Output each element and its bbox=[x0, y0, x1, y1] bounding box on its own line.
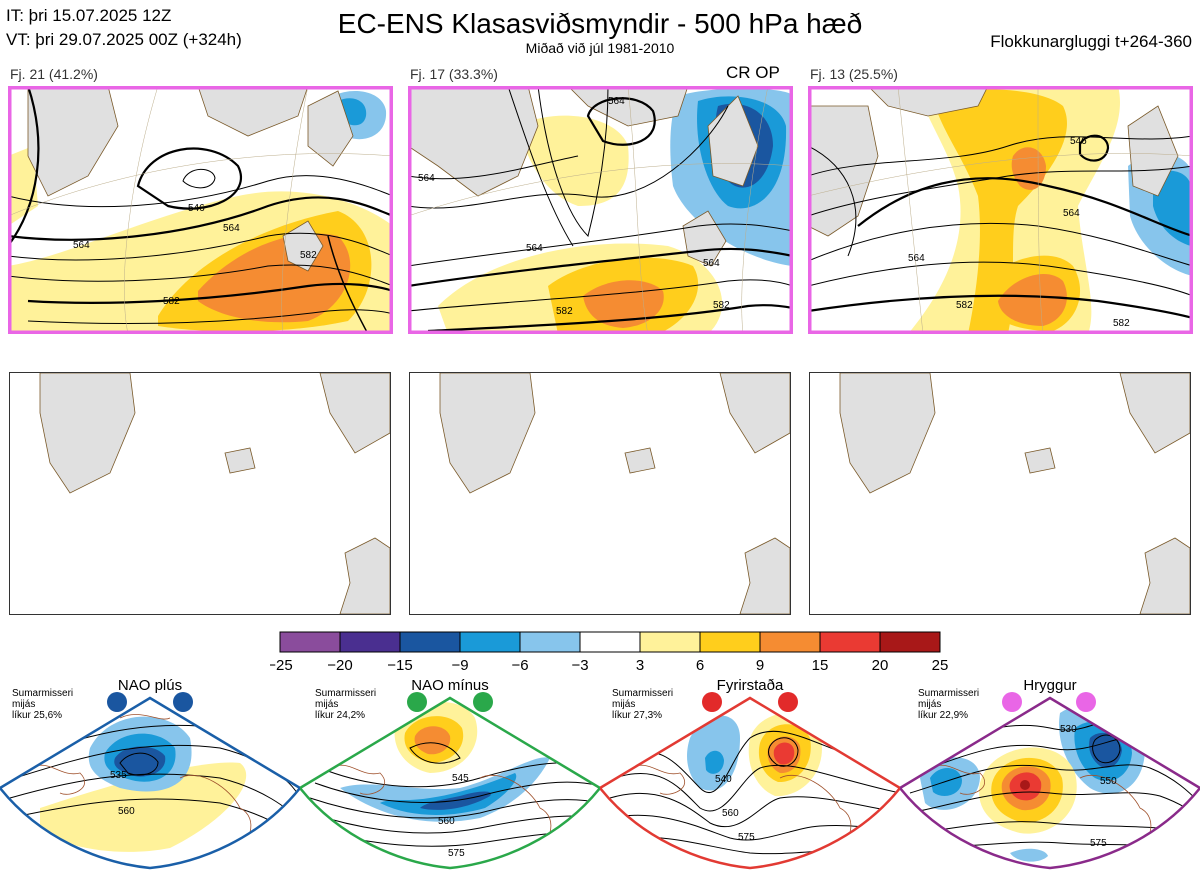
valid-time: VT: þri 29.07.2025 00Z (+324h) bbox=[6, 30, 242, 49]
contour-label: 575 bbox=[448, 848, 465, 859]
legend-swatch bbox=[759, 631, 821, 653]
regime-title: Hryggur bbox=[1023, 678, 1076, 694]
contour-label: 582 bbox=[713, 300, 730, 311]
empty-map-1 bbox=[9, 372, 391, 615]
regime-nao-plus: NAO plús Sumarmisseri mijás líkur 25,6% … bbox=[0, 678, 300, 870]
regime-title: NAO plús bbox=[118, 678, 182, 694]
legend-swatch bbox=[459, 631, 521, 653]
legend-tick-label: −25 bbox=[270, 657, 293, 674]
contour-label: 540 bbox=[715, 774, 732, 785]
contour-label: 582 bbox=[956, 300, 973, 311]
contour-label: 545 bbox=[452, 773, 469, 784]
contour-label: 560 bbox=[118, 806, 135, 817]
contour-label: 582 bbox=[300, 250, 317, 261]
cluster-1-map: 546 564 564 582 582 bbox=[8, 86, 393, 334]
contour-label: 564 bbox=[703, 258, 720, 269]
contour-label: 582 bbox=[163, 296, 180, 307]
regime-season: Sumarmisseri bbox=[612, 688, 673, 699]
regime-probability: líkur 27,3% bbox=[612, 710, 662, 721]
regime-season: Sumarmisseri bbox=[315, 688, 376, 699]
legend-swatch bbox=[699, 631, 761, 653]
scandinavia-land bbox=[1127, 105, 1179, 197]
legend-tick-label: −9 bbox=[451, 657, 468, 674]
legend-tick-label: −3 bbox=[571, 657, 588, 674]
anomaly-negative-mid bbox=[1153, 170, 1191, 246]
legend-tick-label: 25 bbox=[932, 657, 949, 674]
regime-unit: mijás bbox=[918, 699, 941, 710]
regime-blocking: Fyrirstaða Sumarmisseri mijás líkur 27,3… bbox=[600, 678, 900, 870]
anomaly-positive-strong bbox=[583, 280, 664, 328]
regime-nao-minus: NAO mínus Sumarmisseri mijás líkur 24,2%… bbox=[300, 678, 600, 870]
initial-time: IT: þri 15.07.2025 12Z bbox=[6, 6, 172, 25]
contour-label: 564 bbox=[526, 243, 543, 254]
cluster-3-map: 546 564 564 582 582 bbox=[808, 86, 1193, 334]
contour-label: 546 bbox=[1070, 136, 1087, 147]
legend-tick-label: 9 bbox=[756, 657, 764, 674]
page-title: EC-ENS Klasasviðsmyndir - 500 hPa hæð bbox=[337, 8, 863, 39]
contour-label: 564 bbox=[418, 173, 435, 184]
regime-unit: mijás bbox=[12, 699, 35, 710]
greenland-land bbox=[808, 105, 879, 237]
contour-label: 564 bbox=[908, 253, 925, 264]
contour-label: 582 bbox=[1113, 318, 1130, 329]
page-subtitle: Miðað við júl 1981-2010 bbox=[525, 40, 675, 56]
legend-tick-label: 3 bbox=[636, 657, 644, 674]
empty-map-2 bbox=[409, 372, 791, 615]
control-operational-tag: CR OP bbox=[726, 63, 780, 82]
contour-label: 575 bbox=[738, 832, 755, 843]
regime-probability: líkur 25,6% bbox=[12, 710, 62, 721]
regime-probability: líkur 22,9% bbox=[918, 710, 968, 721]
contour-label: 575 bbox=[1090, 838, 1107, 849]
legend-swatch bbox=[279, 631, 341, 653]
contour-label: 564 bbox=[1063, 208, 1080, 219]
regime-unit: mijás bbox=[315, 699, 338, 710]
regime-title: NAO mínus bbox=[411, 678, 489, 694]
regime-season: Sumarmisseri bbox=[12, 688, 73, 699]
legend-tick-label: 20 bbox=[872, 657, 889, 674]
cluster-3-label: Fj. 13 (25.5%) bbox=[810, 66, 898, 82]
greenland-land bbox=[27, 86, 119, 197]
anomaly-positive-strong bbox=[1011, 147, 1046, 190]
anomaly-positive-strong bbox=[998, 273, 1067, 326]
legend-swatch bbox=[339, 631, 401, 653]
legend-swatch bbox=[579, 631, 641, 653]
contour-label: 535 bbox=[110, 770, 127, 781]
empty-map-3 bbox=[809, 372, 1191, 615]
anomaly-positive-light bbox=[8, 146, 38, 226]
contour-label: 564 bbox=[608, 96, 625, 107]
legend-swatch bbox=[879, 631, 941, 653]
scandinavia-land bbox=[307, 90, 354, 167]
contour-label: 546 bbox=[188, 203, 205, 214]
arctic-land bbox=[867, 86, 989, 117]
regime-probability: líkur 24,2% bbox=[315, 710, 365, 721]
arctic-land bbox=[197, 86, 309, 137]
regime-ridge: Hryggur Sumarmisseri mijás líkur 22,9% 5… bbox=[900, 678, 1200, 870]
legend-swatch bbox=[819, 631, 881, 653]
contour-label: 564 bbox=[73, 240, 90, 251]
contour-label: 582 bbox=[556, 306, 573, 317]
regime-title: Fyrirstaða bbox=[717, 678, 784, 694]
arctic-land bbox=[567, 86, 689, 127]
legend-tick-label: 6 bbox=[696, 657, 704, 674]
cluster-2-map: 564 564 564 564 582 582 bbox=[408, 86, 793, 334]
cluster-1-label: Fj. 21 (41.2%) bbox=[10, 66, 98, 82]
color-legend: −25 −20 −15 −9 −6 −3 3 6 9 15 20 25 bbox=[270, 631, 949, 674]
legend-tick-label: −20 bbox=[327, 657, 352, 674]
legend-swatch bbox=[519, 631, 581, 653]
regime-unit: mijás bbox=[612, 699, 635, 710]
classification-window: Flokkunargluggi t+264-360 bbox=[990, 32, 1192, 51]
contour-label: 550 bbox=[1100, 776, 1117, 787]
legend-swatch bbox=[399, 631, 461, 653]
legend-tick-label: 15 bbox=[812, 657, 829, 674]
legend-tick-label: −15 bbox=[387, 657, 412, 674]
contour-label: 560 bbox=[722, 808, 739, 819]
contour-label: 530 bbox=[1060, 724, 1077, 735]
cluster-2-label: Fj. 17 (33.3%) bbox=[410, 66, 498, 82]
regime-season: Sumarmisseri bbox=[918, 688, 979, 699]
legend-swatch bbox=[639, 631, 701, 653]
greenland-land bbox=[408, 86, 539, 197]
legend-tick-label: −6 bbox=[511, 657, 528, 674]
contour-label: 564 bbox=[223, 223, 240, 234]
contour-label: 560 bbox=[438, 816, 455, 827]
